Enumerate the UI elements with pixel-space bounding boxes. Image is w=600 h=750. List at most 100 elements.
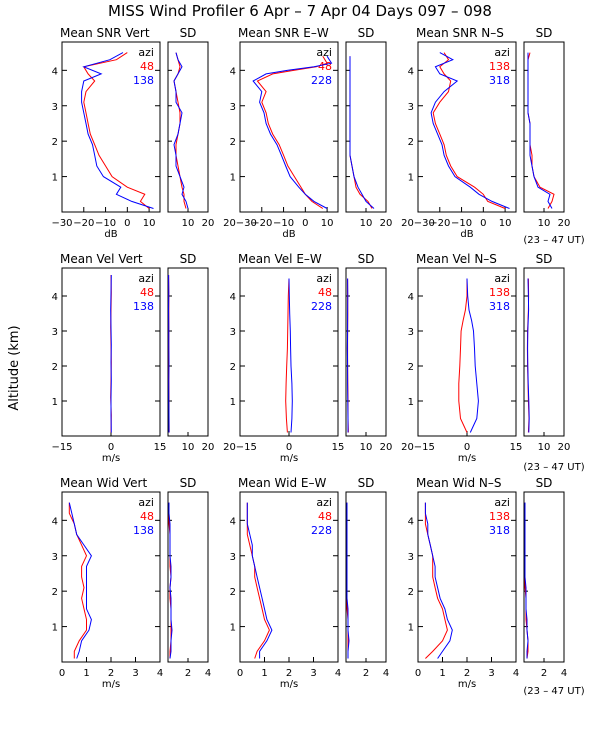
panel-8-sd-xtick-label: 2 — [363, 668, 369, 679]
panel-4-legend-48: 48 — [140, 286, 154, 299]
panel-5-xtick-label: 0 — [286, 442, 292, 453]
panel-7-xtick-label: 1 — [83, 668, 89, 679]
panel-4-sd-frame — [167, 267, 209, 437]
panel-6-legend-318: 318 — [489, 300, 510, 313]
panel-2-sd-title: SD — [358, 26, 375, 40]
panel-3-series-138-line — [432, 52, 506, 209]
panel-4-ytick-label: 3 — [52, 327, 58, 338]
panel-1-sd-xtick-label: 20 — [202, 218, 215, 229]
panel-1-xlabel: dB — [104, 229, 117, 240]
panel-3-xlabel: dB — [460, 229, 473, 240]
panel-9-legend-header: azi — [494, 496, 510, 509]
panel-5-series-48-line — [285, 278, 290, 433]
panel-7-sd-xtick-label: 4 — [205, 668, 211, 679]
panel-4-sd-xtick-label: 10 — [182, 442, 195, 453]
panel-4-ytick-label: 2 — [52, 362, 58, 373]
panel-2-xtick-label: −20 — [251, 218, 272, 229]
panel-8-xtick-label: 0 — [237, 668, 243, 679]
panel-9-ytick-label: 4 — [408, 516, 414, 527]
figure-title: MISS Wind Profiler 6 Apr – 7 Apr 04 Days… — [108, 2, 492, 20]
panel-6-ytick-label: 2 — [408, 362, 414, 373]
panel-1-sd-frame — [167, 41, 209, 213]
panel-5-sd-xtick-label: 10 — [360, 442, 373, 453]
panel-4-ytick-label: 4 — [52, 292, 58, 303]
panel-6: Mean Vel N–S SD 1 2 3 4 20−15 0 15 10 20 m/s azi1383… — [401, 252, 570, 464]
panel-5-legend-48: 48 — [318, 286, 332, 299]
panel-5-xtick-label: 15 — [332, 442, 345, 453]
panel-8-series-48-line — [246, 502, 270, 659]
panel-3-sd-title: SD — [536, 26, 553, 40]
panel-1-xtick-label: −10 — [95, 218, 116, 229]
panel-1-series-138-sd-line — [173, 52, 189, 209]
panel-3-series-138-sd-line — [527, 52, 555, 209]
panel-6-series-318-line — [466, 278, 479, 433]
panel-5-xtick-label: 20−15 — [223, 442, 257, 453]
panel-8-title: Mean Wid E–W — [238, 476, 326, 490]
panel-2-title: Mean SNR E–W — [238, 26, 329, 40]
panel-4-sd-xtick-label: 20 — [202, 442, 215, 453]
panel-9-ytick-label: 2 — [408, 587, 414, 598]
panel-5-ytick-label: 1 — [230, 397, 236, 408]
panel-4-ytick-label: 1 — [52, 397, 58, 408]
panel-7-xtick-label: 2 — [108, 668, 114, 679]
panel-4-sd-title: SD — [180, 252, 197, 266]
panel-9-sd-xtick-label: 2 — [541, 668, 547, 679]
panel-9-legend-138: 138 — [489, 510, 510, 523]
panel-9-xtick-label: 3 — [488, 668, 494, 679]
panel-3-ytick-label: 1 — [408, 173, 414, 184]
panel-2-sd-xtick-label: 20 — [380, 218, 393, 229]
panel-7-sd-frame — [167, 491, 209, 663]
panel-7-legend-48: 48 — [140, 510, 154, 523]
panel-1-legend-138: 138 — [133, 74, 154, 87]
panel-2-xtick-label: −10 — [273, 218, 294, 229]
panel-2-ytick-label: 2 — [230, 137, 236, 148]
panel-3-ytick-label: 4 — [408, 66, 414, 77]
panel-1-ytick-label: 2 — [52, 137, 58, 148]
panel-1-ytick-label: 3 — [52, 102, 58, 113]
panel-5-xlabel: m/s — [280, 453, 298, 464]
panel-9-xlabel: m/s — [458, 679, 476, 690]
panel-6-xtick-label: 20−15 — [401, 442, 435, 453]
panel-6-ytick-label: 4 — [408, 292, 414, 303]
panel-3-mean-frame — [417, 41, 517, 213]
panel-1-series-48-sd-line — [173, 52, 187, 209]
panel-1-title: Mean SNR Vert — [60, 26, 150, 40]
panel-2-ytick-label: 1 — [230, 173, 236, 184]
panel-3-legend-318: 318 — [489, 74, 510, 87]
panel-7-xtick-label: 3 — [132, 668, 138, 679]
panel-1-ytick-label: 1 — [52, 173, 58, 184]
panel-1-xtick-label: −30 — [51, 218, 72, 229]
panel-5-series-228-line — [288, 278, 293, 433]
panel-2: Mean SNR E–W SD 1 2 3 4 20−30−20 −10 0 10 10 20 dB az… — [223, 26, 392, 240]
panel-6-series-138-line — [458, 278, 468, 433]
panel-2-xtick-label: 10 — [321, 218, 334, 229]
panel-9-legend-318: 318 — [489, 524, 510, 537]
panel-2-xtick-label: 0 — [302, 218, 308, 229]
panel-9-xtick-label: 0 — [415, 668, 421, 679]
panel-9-ytick-label: 1 — [408, 623, 414, 634]
time-note-row2: (23 – 47 UT) — [523, 462, 584, 473]
panel-5-sd-title: SD — [358, 252, 375, 266]
panel-9-xtick-label: 2 — [464, 668, 470, 679]
panel-1: Mean SNR Vert SD 1 2 3 4 −30 −20 −10 0 10 10 20 dB azi… — [51, 26, 214, 240]
panel-1-sd-xtick-label: 10 — [182, 218, 195, 229]
panel-2-series-48-line — [256, 55, 328, 209]
panel-6-series-318-sd-line — [527, 278, 530, 433]
panel-7-xtick-label: 0 — [59, 668, 65, 679]
panel-3-series-318-sd-line — [527, 52, 553, 209]
panel-6-sd-frame — [523, 267, 565, 437]
panel-8-ytick-label: 1 — [230, 623, 236, 634]
panel-7-xtick-label: 4 — [157, 668, 163, 679]
panel-2-ytick-label: 4 — [230, 66, 236, 77]
panel-3-xtick-label: 10 — [499, 218, 512, 229]
panel-5-ytick-label: 2 — [230, 362, 236, 373]
panel-3-legend-header: azi — [494, 46, 510, 59]
panel-5-series-228-sd-line — [346, 278, 349, 433]
panel-1-mean-frame — [61, 41, 161, 213]
panel-1-series-138-line — [81, 52, 154, 209]
panel-7-sd-title: SD — [180, 476, 197, 490]
